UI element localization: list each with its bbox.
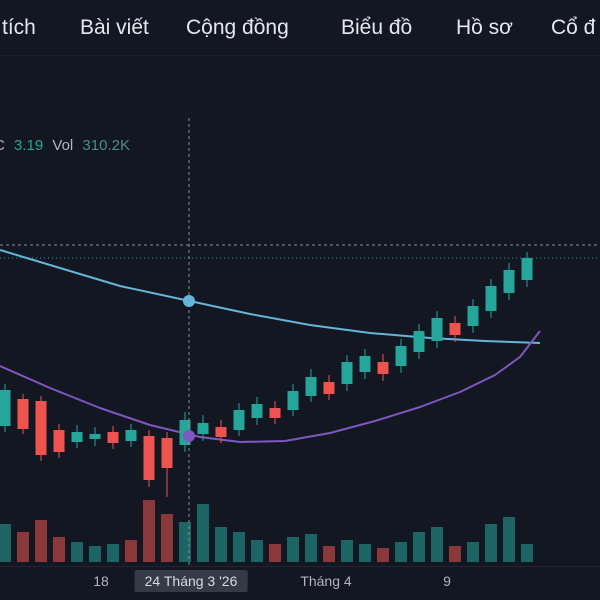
volume-bar [431,527,443,562]
crosshair [0,118,600,566]
volume-bar [161,514,173,562]
volume-value: 310.2K [82,137,130,154]
nav-item-co-dong[interactable]: Cổ đ [551,15,596,39]
volume-bar [377,548,389,562]
candle-body [161,438,173,468]
candle-body [53,430,65,452]
candles [0,252,533,497]
candle-body [125,430,137,441]
volume-bar [287,537,299,562]
candle-body [485,286,497,311]
candle-body [503,270,515,293]
nav-item-bieu-do[interactable]: Biểu đồ [341,15,413,39]
candle-body [359,356,371,372]
candle-body [305,377,317,396]
volume-bar [71,542,83,562]
candle-body [143,436,155,480]
ma-marker-dots [183,295,195,442]
volume-bar [323,546,335,562]
candle-body [467,306,479,326]
volume-bar [17,532,29,562]
volume-bar [197,504,209,562]
volume-bars [0,500,533,562]
volume-bar [35,520,47,562]
time-axis[interactable]: 18 24 Tháng 3 '26 Tháng 4 9 [0,566,600,600]
volume-bar [143,500,155,562]
candle-body [71,432,83,442]
candle-body [107,432,119,443]
volume-bar [53,537,65,562]
volume-bar [485,524,497,562]
volume-label: Vol [52,137,74,154]
nav-item-bai-viet[interactable]: Bài viết [80,15,149,39]
candle-body [323,382,335,394]
volume-bar [215,527,227,562]
candle-body [35,401,47,455]
candle-body [89,434,101,439]
close-value: 3.19 [14,137,44,154]
candle-body [341,362,353,384]
volume-bar [107,544,119,562]
ma-line-blue [0,249,541,344]
candle-body [269,408,281,418]
candle-body [197,423,209,434]
volume-bar [521,544,533,562]
nav-item-phan-tich[interactable]: tích [2,15,36,39]
volume-bar [413,532,425,562]
close-label: C [0,137,5,154]
axis-label-thang-4: Tháng 4 [300,573,352,589]
top-nav: tích Bài viết Cộng đồng Biểu đồ Hồ sơ Cổ… [0,0,600,56]
candle-body [0,390,11,426]
volume-bar [341,540,353,562]
candle-body [395,346,407,366]
candle-body [17,399,29,429]
volume-bar [179,522,191,562]
candle-body [287,391,299,410]
crosshair-date-box: 24 Tháng 3 '26 [134,570,248,592]
volume-bar [89,546,101,562]
volume-bar [269,544,281,562]
nav-item-cong-dong[interactable]: Cộng đồng [186,15,289,39]
volume-bar [503,517,515,562]
volume-bar [305,534,317,562]
candle-body [215,427,227,437]
volume-bar [125,540,137,562]
candle-body [449,323,461,335]
volume-bar [467,542,479,562]
volume-bar [395,542,407,562]
axis-label-9: 9 [443,573,451,589]
volume-bar [251,540,263,562]
candle-body [431,318,443,341]
ma-dot-blue [183,295,195,307]
nav-item-ho-so[interactable]: Hồ sơ [456,15,513,39]
candle-body [233,410,245,430]
axis-label-18: 18 [93,573,109,589]
volume-bar [233,532,245,562]
volume-bar [0,524,11,562]
volume-bar [359,544,371,562]
moving-average-lines [0,249,541,443]
volume-bar [449,546,461,562]
ma-line-purple [0,330,541,443]
candle-body [521,258,533,280]
ma-dot-purple [183,430,195,442]
candle-body [377,362,389,374]
chart-legend: C 3.19 Vol 310.2K [0,137,135,154]
candle-body [251,404,263,418]
candle-body [413,331,425,352]
